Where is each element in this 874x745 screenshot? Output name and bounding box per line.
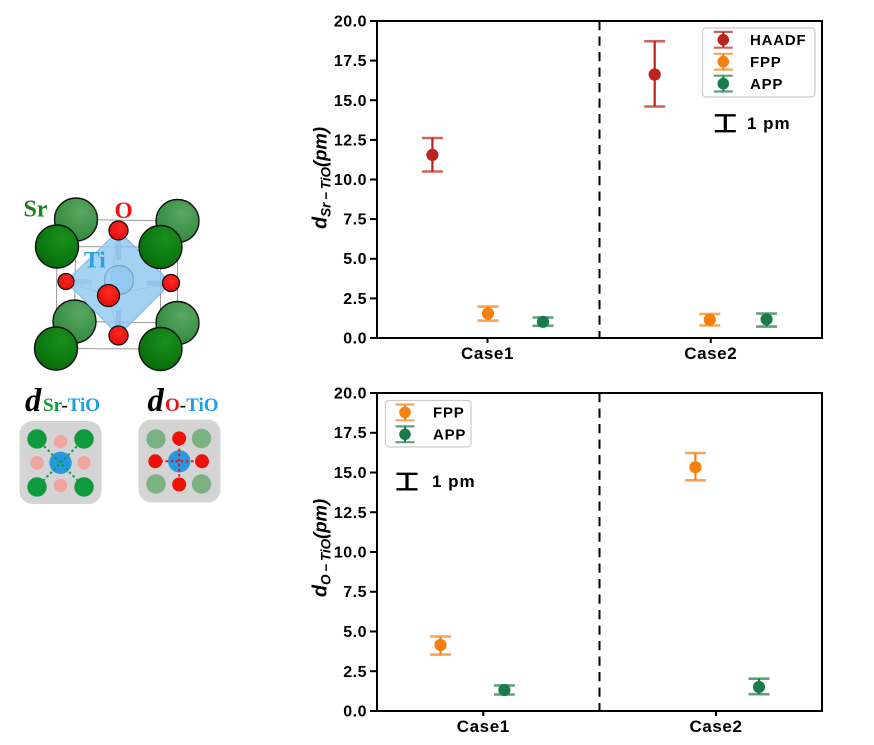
svg-text:APP: APP [750,76,783,93]
svg-text:17.5: 17.5 [334,53,367,70]
svg-text:Ti: Ti [84,248,106,274]
svg-text:0.0: 0.0 [343,331,367,348]
svg-text:7.5: 7.5 [343,584,367,601]
svg-text:HAADF: HAADF [750,32,807,49]
svg-text:2.5: 2.5 [343,664,367,681]
svg-text:Case1: Case1 [461,344,514,363]
svg-text:d: d [148,383,165,419]
svg-text:5.0: 5.0 [343,251,367,268]
svg-text:Sr: Sr [24,197,48,223]
svg-text:APP: APP [433,427,466,444]
svg-text:Case2: Case2 [689,717,742,736]
svg-text:dSr − TiO(pm): dSr − TiO(pm) [309,127,333,229]
svg-text:FPP: FPP [750,54,782,71]
svg-text:1 pm: 1 pm [747,114,791,133]
svg-text:1 pm: 1 pm [432,472,476,491]
svg-text:20.0: 20.0 [334,14,367,31]
svg-text:12.5: 12.5 [334,505,367,522]
svg-text:7.5: 7.5 [343,212,367,229]
svg-text:Case1: Case1 [457,717,510,736]
svg-text:O: O [115,198,133,224]
svg-text:Case2: Case2 [684,344,737,363]
svg-text:10.0: 10.0 [334,545,367,562]
svg-text:5.0: 5.0 [343,624,367,641]
svg-text:17.5: 17.5 [334,425,367,442]
svg-text:20.0: 20.0 [334,386,367,403]
svg-text:10.0: 10.0 [334,172,367,189]
svg-text:dO − TiO(pm): dO − TiO(pm) [309,499,333,597]
svg-text:2.5: 2.5 [343,291,367,308]
svg-text:15.0: 15.0 [334,465,367,482]
svg-text:0.0: 0.0 [343,704,367,721]
svg-text:d: d [25,383,42,419]
svg-text:FPP: FPP [433,405,465,422]
svg-text:12.5: 12.5 [334,132,367,149]
svg-text:O-TiO: O-TiO [165,395,219,416]
svg-text:Sr-TiO: Sr-TiO [43,395,100,416]
svg-text:15.0: 15.0 [334,93,367,110]
